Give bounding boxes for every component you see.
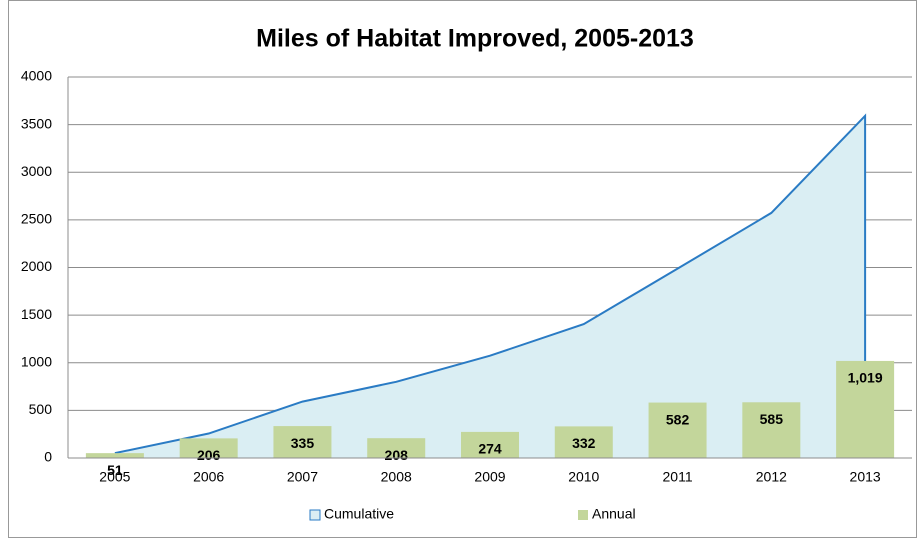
chart-title: Miles of Habitat Improved, 2005-2013 <box>256 25 694 53</box>
bar <box>179 438 238 458</box>
bar <box>836 360 895 458</box>
bar <box>273 426 332 458</box>
x-tick-label: 2011 <box>663 469 693 485</box>
y-tick-label: 0 <box>44 449 52 465</box>
bar <box>367 438 426 458</box>
x-tick-label: 2005 <box>99 469 130 485</box>
x-tick-label: 2012 <box>756 469 787 485</box>
cumulative-line <box>114 113 867 458</box>
x-tick-label: 2007 <box>287 469 318 485</box>
x-tick-label: 2008 <box>381 469 412 485</box>
bar <box>85 453 144 458</box>
bar <box>554 426 613 458</box>
bar-value-label: 274 <box>478 441 502 457</box>
bar <box>742 402 801 458</box>
bar-value-label: 51 <box>107 462 123 478</box>
y-tick-label: 1500 <box>21 306 52 322</box>
bar-value-label: 206 <box>197 447 221 463</box>
x-tick-label: 2006 <box>193 469 224 485</box>
bar-value-label: 582 <box>666 411 690 427</box>
bar <box>461 431 519 458</box>
y-tick-label: 1000 <box>21 353 52 369</box>
bar-value-label: 1,019 <box>848 370 883 386</box>
y-tick-label: 3500 <box>21 115 52 131</box>
bar-value-label: 585 <box>760 411 784 427</box>
cumulative-area <box>114 115 866 458</box>
bar-value-label: 208 <box>385 447 409 463</box>
legend-label: Cumulative <box>324 506 394 522</box>
legend-swatch <box>309 509 321 521</box>
legend-label: Annual <box>592 506 636 522</box>
x-tick-label: 2013 <box>850 469 881 485</box>
bar <box>648 402 707 458</box>
y-tick-label: 500 <box>29 401 53 417</box>
y-tick-label: 2500 <box>21 211 52 227</box>
y-tick-label: 3000 <box>21 163 52 179</box>
y-tick-label: 4000 <box>21 68 52 84</box>
bar-value-label: 335 <box>291 435 315 451</box>
x-tick-label: 2010 <box>568 469 599 485</box>
x-tick-label: 2009 <box>474 469 505 485</box>
y-tick-label: 2000 <box>21 258 52 274</box>
bar-value-label: 332 <box>572 435 596 451</box>
legend-swatch <box>578 510 588 520</box>
